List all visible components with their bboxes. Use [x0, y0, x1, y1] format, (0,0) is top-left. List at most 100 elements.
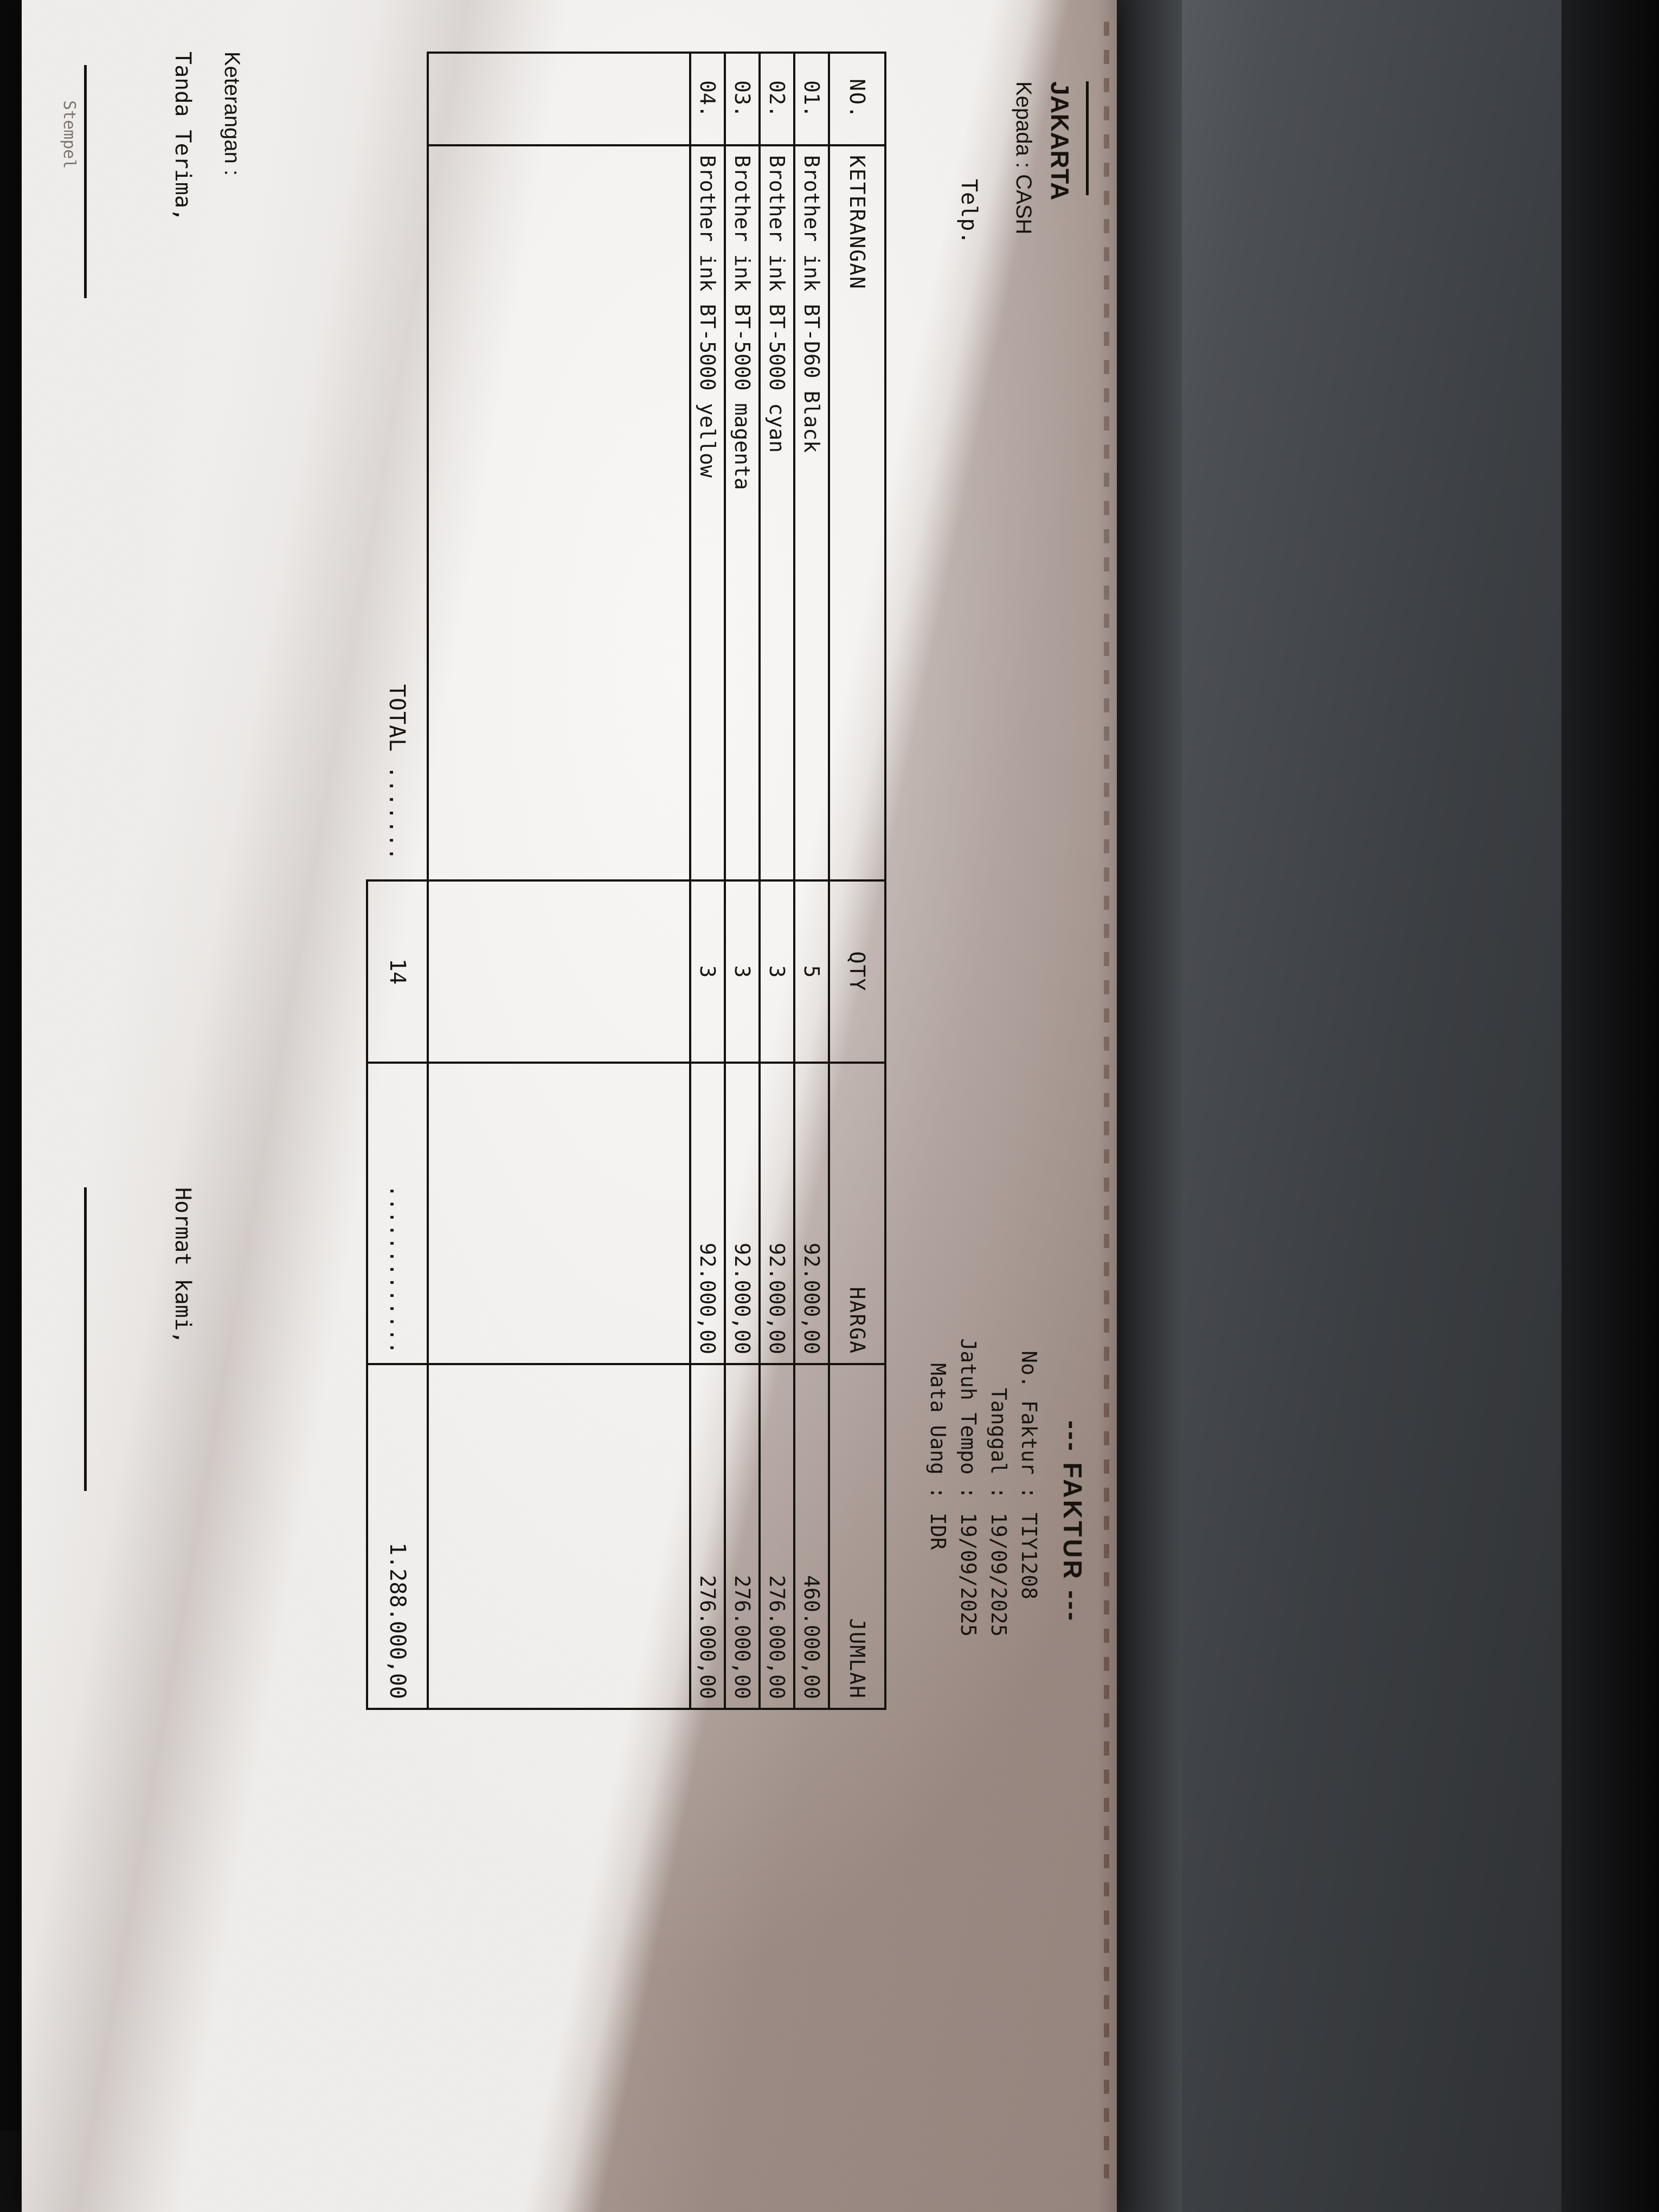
table-row: 04. Brother ink BT-5000 yellow 3 92.000,… — [690, 53, 725, 1709]
table-body: 01. Brother ink BT-D60 Black 5 92.000,00… — [367, 53, 829, 1709]
cell-keterangan: Brother ink BT-5000 cyan — [760, 145, 794, 880]
empty-cell — [657, 880, 690, 1063]
page-title: --- FAKTUR --- — [1058, 1420, 1086, 1623]
col-header-qty: QTY — [829, 880, 885, 1063]
empty-cell — [526, 1063, 559, 1364]
empty-cell — [526, 1364, 559, 1709]
empty-cell — [494, 53, 526, 145]
header-rule — [1086, 81, 1089, 195]
empty-cell — [657, 53, 690, 145]
meta-sep-mata-uang: : — [926, 1487, 950, 1499]
signature-line-right — [84, 1187, 87, 1491]
table-empty-row — [494, 53, 526, 1709]
backdrop-far-right-dark — [1561, 0, 1659, 2212]
empty-cell — [559, 53, 591, 145]
cell-no: 04. — [690, 53, 725, 145]
tanda-terima-label: Tanda Terima, — [170, 52, 195, 222]
meta-value-tanggal: 19/09/2025 — [987, 1513, 1011, 1637]
recipient-label: Kepada : — [1012, 81, 1036, 169]
empty-cell — [428, 880, 461, 1063]
meta-label-no-faktur: No. Faktur — [1017, 1351, 1041, 1475]
empty-cell — [494, 1364, 526, 1709]
meta-sep-no-faktur: : — [1017, 1487, 1041, 1499]
table-empty-row — [591, 53, 624, 1709]
table-empty-row — [624, 53, 657, 1709]
empty-cell — [624, 880, 657, 1063]
empty-cell — [428, 53, 461, 145]
table-row: 01. Brother ink BT-D60 Black 5 92.000,00… — [794, 53, 829, 1709]
cell-qty: 3 — [725, 880, 760, 1063]
empty-cell — [624, 145, 657, 880]
meta-value-jatuh-tempo: 19/09/2025 — [956, 1513, 980, 1637]
total-qty: 14 — [367, 880, 428, 1063]
cell-jumlah: 276.000,00 — [760, 1364, 794, 1709]
phone-label: Telp. — [956, 179, 981, 245]
table-head: NO. KETERANGAN QTY HARGA JUMLAH — [829, 53, 885, 1709]
empty-cell — [591, 1063, 624, 1364]
meta-value-no-faktur: TIY1208 — [1017, 1513, 1041, 1600]
empty-cell — [526, 880, 559, 1063]
empty-cell — [494, 880, 526, 1063]
empty-cell — [657, 1063, 690, 1364]
line-items-table: NO. KETERANGAN QTY HARGA JUMLAH 01. Brot… — [366, 52, 886, 1710]
cell-harga: 92.000,00 — [725, 1063, 760, 1364]
meta-value-mata-uang: IDR — [926, 1513, 950, 1550]
cell-qty: 3 — [690, 880, 725, 1063]
footer-keterangan-label: Keterangan : — [220, 52, 244, 176]
empty-cell — [559, 1063, 591, 1364]
meta-sep-tanggal: : — [987, 1487, 1011, 1499]
cell-jumlah: 276.000,00 — [690, 1364, 725, 1709]
table-empty-row — [428, 53, 461, 1709]
cell-harga: 92.000,00 — [794, 1063, 829, 1364]
col-header-no: NO. — [829, 53, 885, 145]
meta-sep-jatuh-tempo: : — [956, 1487, 980, 1499]
empty-cell — [591, 145, 624, 880]
empty-cell — [428, 1063, 461, 1364]
table-empty-row — [461, 53, 494, 1709]
empty-cell — [428, 1364, 461, 1709]
total-label: TOTAL ....... — [384, 684, 409, 861]
cell-harga: 92.000,00 — [690, 1063, 725, 1364]
cell-qty: 3 — [760, 880, 794, 1063]
table-header-row: NO. KETERANGAN QTY HARGA JUMLAH — [829, 53, 885, 1709]
table-total-row: TOTAL ....... 14 ............. 1.288.000… — [367, 53, 428, 1709]
cell-jumlah: 276.000,00 — [725, 1364, 760, 1709]
cell-no: 02. — [760, 53, 794, 145]
hormat-kami-label: Hormat kami, — [170, 1187, 195, 1344]
table-empty-row — [657, 53, 690, 1709]
empty-cell — [559, 880, 591, 1063]
empty-cell — [461, 53, 494, 145]
line-items-table-wrap: NO. KETERANGAN QTY HARGA JUMLAH 01. Brot… — [366, 52, 886, 1709]
col-header-harga: HARGA — [829, 1063, 885, 1364]
cell-no: 01. — [794, 53, 829, 145]
empty-cell — [461, 880, 494, 1063]
table-row: 02. Brother ink BT-5000 cyan 3 92.000,00… — [760, 53, 794, 1709]
cell-harga: 92.000,00 — [760, 1063, 794, 1364]
cell-keterangan: Brother ink BT-5000 yellow — [690, 145, 725, 880]
invoice-paper: JAKARTA Kepada : CASH Telp. --- FAKTUR -… — [22, 0, 1117, 2212]
empty-cell — [494, 1063, 526, 1364]
cell-qty: 5 — [794, 880, 829, 1063]
empty-cell — [526, 53, 559, 145]
empty-cell — [526, 145, 559, 880]
empty-cell — [461, 1364, 494, 1709]
empty-cell — [461, 145, 494, 880]
invoice-document: JAKARTA Kepada : CASH Telp. --- FAKTUR -… — [22, 0, 1117, 2212]
empty-cell — [494, 145, 526, 880]
table-empty-row — [559, 53, 591, 1709]
meta-label-mata-uang: Mata Uang — [926, 1363, 950, 1475]
empty-cell — [624, 1063, 657, 1364]
empty-cell — [624, 53, 657, 145]
empty-cell — [559, 1364, 591, 1709]
stamp-label: Stempel — [60, 100, 79, 169]
empty-cell — [624, 1364, 657, 1709]
empty-cell — [591, 880, 624, 1063]
meta-label-jatuh-tempo: Jatuh Tempo — [956, 1338, 980, 1475]
cell-keterangan: Brother ink BT-5000 magenta — [725, 145, 760, 880]
empty-cell — [461, 1063, 494, 1364]
empty-cell — [559, 145, 591, 880]
signature-line-left — [84, 65, 87, 298]
cell-no: 03. — [725, 53, 760, 145]
total-jumlah: 1.288.000,00 — [367, 1364, 428, 1709]
